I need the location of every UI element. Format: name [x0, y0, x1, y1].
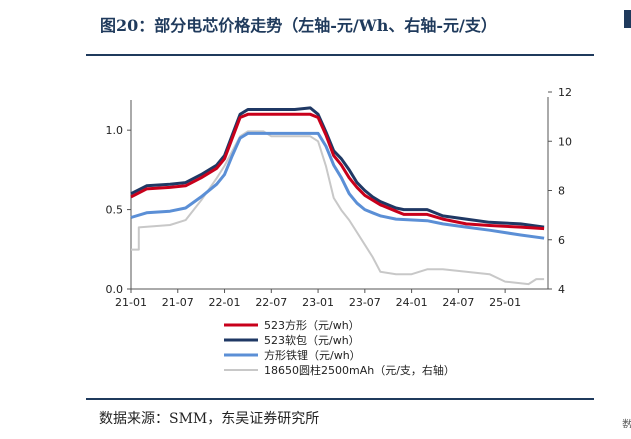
legend-label-3: 18650圆柱2500mAh（元/支，右轴） — [264, 363, 455, 377]
y-left-tick-label: 0.0 — [106, 283, 124, 296]
x-tick-label: 21-01 — [115, 296, 147, 309]
data-source: 数据来源：SMM，东吴证券研究所 — [99, 411, 320, 427]
series-line-2 — [130, 131, 545, 240]
next-column-fragment: 数 — [622, 418, 631, 428]
legend-label-1: 523软包（元/wh） — [264, 333, 360, 347]
y-right-tick-label: 6 — [558, 234, 565, 247]
legend-label-2: 方形铁锂（元/wh） — [264, 348, 361, 362]
y-right-tick-label: 12 — [558, 86, 572, 99]
legend-label-0: 523方形（元/wh） — [264, 318, 360, 332]
y-right-tick-label: 10 — [558, 135, 572, 148]
y-right-tick-label: 4 — [558, 283, 565, 296]
y-right-tick-label: 8 — [558, 185, 565, 198]
x-tick-label: 21-07 — [162, 296, 194, 309]
bottom-rule — [86, 398, 594, 400]
x-tick-label: 23-01 — [302, 296, 334, 309]
top-rule — [86, 54, 594, 56]
y-left-tick-label: 1.0 — [106, 124, 124, 137]
x-tick-label: 24-07 — [442, 296, 474, 309]
x-tick-label: 22-01 — [209, 296, 241, 309]
series-line-0 — [130, 112, 545, 231]
next-column-title-bar — [624, 10, 631, 28]
x-tick-label: 24-01 — [396, 296, 428, 309]
figure-title: 图20：部分电芯价格走势（左轴-元/Wh、右轴-元/支） — [100, 16, 497, 35]
x-tick-label: 25-01 — [489, 296, 521, 309]
y-left-tick-label: 0.5 — [106, 204, 124, 217]
x-tick-label: 22-07 — [255, 296, 287, 309]
x-tick-label: 23-07 — [349, 296, 381, 309]
